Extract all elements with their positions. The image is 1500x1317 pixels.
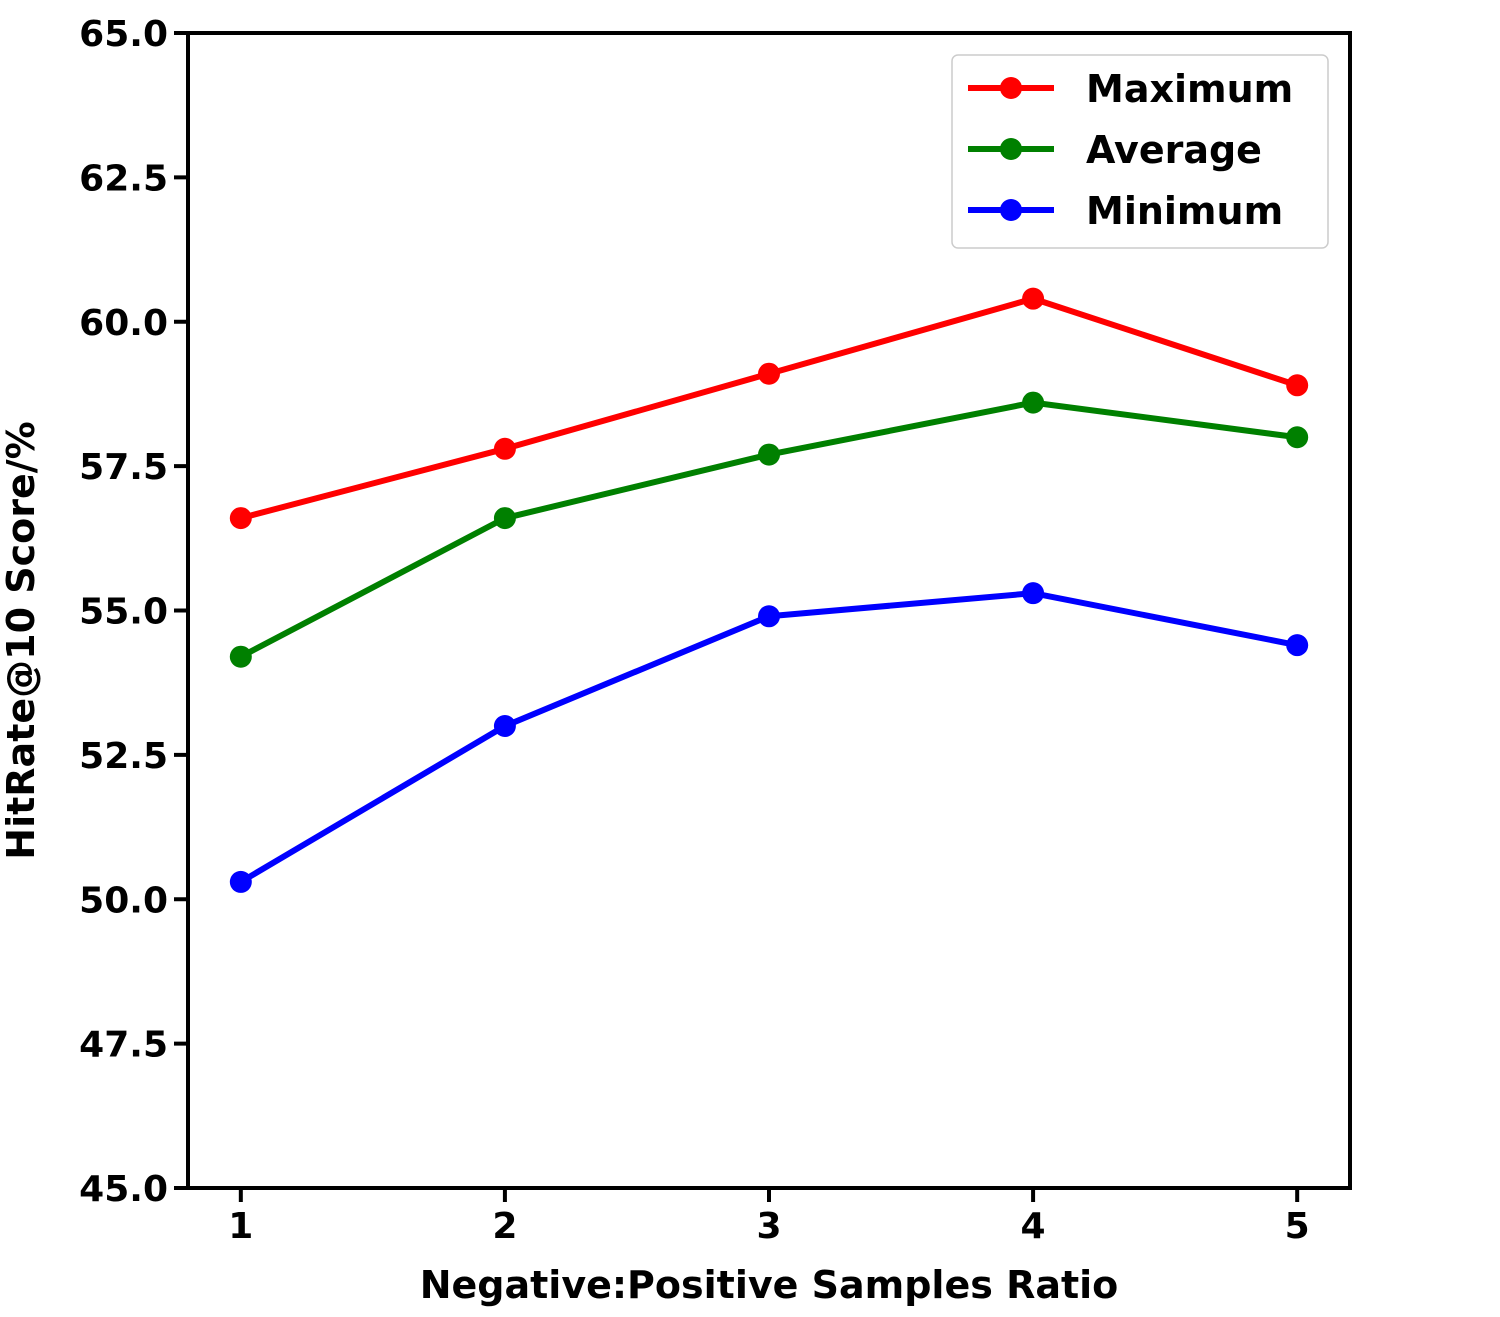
legend-marker-maximum: [1000, 77, 1022, 99]
data-point-minimum: [493, 715, 516, 737]
legend-box: [951, 54, 1329, 249]
x-tick-label: 1: [228, 1206, 253, 1247]
data-point-maximum: [758, 362, 780, 385]
data-point-maximum: [229, 507, 252, 530]
y-tick-label: 50.0: [79, 880, 168, 921]
legend-marker-minimum: [1000, 199, 1022, 221]
legend-label-average: Average: [1086, 128, 1262, 172]
data-point-maximum: [1286, 374, 1309, 397]
x-tick-label: 5: [1285, 1206, 1310, 1247]
data-point-minimum: [1022, 582, 1045, 605]
data-point-maximum: [493, 437, 516, 460]
y-axis-label: HitRate@10 Score/%: [0, 421, 43, 859]
y-tick-label: 65.0: [79, 14, 168, 55]
legend-items: Maximum Average Minimum: [968, 67, 1293, 233]
series-line-maximum: [237, 295, 1301, 522]
x-tick-label: 4: [1021, 1206, 1046, 1247]
y-axis: 45.0 47.5 50.0 52.5 55.0 57.5 60.0 62.5 65.0: [79, 14, 188, 1210]
data-point-average: [1022, 391, 1045, 414]
data-point-maximum: [1022, 287, 1045, 310]
data-point-average: [493, 507, 516, 530]
y-tick-label: 52.5: [79, 736, 168, 777]
legend-marker-average: [1000, 138, 1022, 160]
legend-label-maximum: Maximum: [1086, 67, 1293, 111]
data-point-minimum: [758, 605, 780, 628]
x-axis-label: Negative:Positive Samples Ratio: [420, 1263, 1119, 1307]
data-point-minimum: [1286, 634, 1309, 657]
y-tick-label: 62.5: [79, 158, 168, 199]
y-tick-label: 60.0: [79, 303, 168, 344]
data-point-average: [1286, 426, 1309, 449]
y-tick-label: 57.5: [79, 447, 168, 488]
data-point-minimum: [229, 870, 252, 893]
legend-label-minimum: Minimum: [1086, 189, 1283, 233]
x-tick-label: 2: [492, 1206, 517, 1247]
series-lines: [237, 295, 1301, 885]
y-tick-label: 55.0: [79, 592, 168, 633]
legend: Maximum Average Minimum: [951, 54, 1329, 249]
y-tick-label: 45.0: [79, 1169, 168, 1210]
data-point-average: [758, 443, 780, 466]
series-points: [229, 287, 1309, 893]
x-axis: 1 2 3 4 5: [228, 1188, 1310, 1247]
data-point-average: [229, 645, 252, 668]
x-tick-label: 3: [756, 1206, 781, 1247]
series-line-minimum: [237, 590, 1301, 885]
y-tick-label: 47.5: [79, 1025, 168, 1066]
